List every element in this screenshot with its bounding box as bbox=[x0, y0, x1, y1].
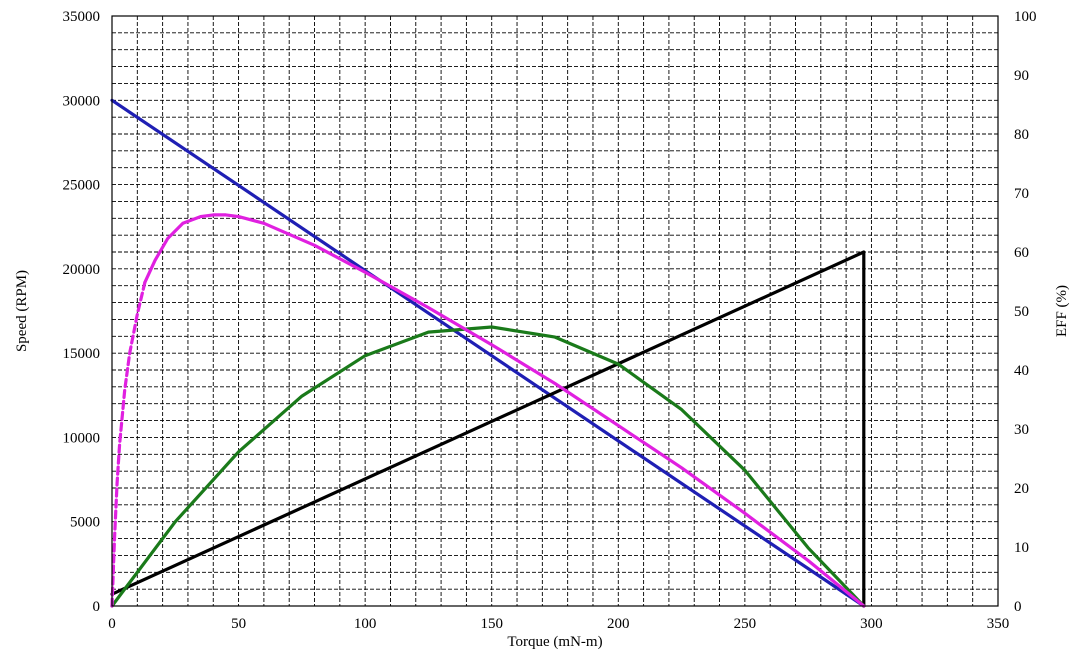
y-tick-label-left: 35000 bbox=[63, 9, 101, 25]
y-tick-label-right: 20 bbox=[1014, 481, 1029, 497]
x-axis-label: Torque (mN-m) bbox=[507, 634, 602, 650]
efficiency-curve bbox=[143, 213, 866, 608]
y-tick-label-left: 30000 bbox=[63, 93, 101, 109]
y-axis-label-left: Speed (RPM) bbox=[14, 270, 30, 352]
y-tick-label-left: 5000 bbox=[70, 515, 100, 531]
y-tick-label-right: 0 bbox=[1014, 599, 1022, 615]
y-tick-label-left: 25000 bbox=[63, 178, 101, 194]
series-layer bbox=[110, 98, 866, 608]
efficiency-curve bbox=[110, 280, 147, 608]
x-tick-label: 100 bbox=[354, 616, 377, 632]
y-tick-label-left: 10000 bbox=[63, 430, 101, 446]
output-curve bbox=[110, 325, 866, 608]
y-tick-label-left: 20000 bbox=[63, 262, 101, 278]
x-tick-label: 350 bbox=[987, 616, 1010, 632]
y-tick-label-right: 60 bbox=[1014, 245, 1029, 261]
y-tick-label-right: 50 bbox=[1014, 304, 1029, 320]
y-tick-label-right: 90 bbox=[1014, 68, 1029, 84]
x-tick-label: 200 bbox=[607, 616, 630, 632]
y-tick-label-right: 10 bbox=[1014, 540, 1029, 556]
x-tick-label: 300 bbox=[860, 616, 883, 632]
y-tick-label-right: 40 bbox=[1014, 363, 1029, 379]
current-curve bbox=[110, 250, 866, 608]
x-tick-label: 250 bbox=[734, 616, 757, 632]
y-tick-label-right: 80 bbox=[1014, 127, 1029, 143]
y-tick-label-right: 30 bbox=[1014, 422, 1029, 438]
y-axis-label-right: EFF (%) bbox=[1054, 285, 1070, 337]
y-tick-label-left: 15000 bbox=[63, 346, 101, 362]
y-tick-label-left: 0 bbox=[93, 599, 101, 615]
tick-labels: 0 50 100 150 200 250 300 3500500010000150002000… bbox=[63, 9, 1037, 632]
y-tick-label-right: 100 bbox=[1014, 9, 1037, 25]
x-tick-label: 150 bbox=[480, 616, 503, 632]
y-tick-label-right: 70 bbox=[1014, 186, 1029, 202]
speed-curve bbox=[110, 98, 866, 608]
plot-area-border bbox=[111, 15, 999, 607]
x-tick-label: 50 bbox=[231, 616, 246, 632]
x-tick-label: 0 bbox=[108, 616, 116, 632]
